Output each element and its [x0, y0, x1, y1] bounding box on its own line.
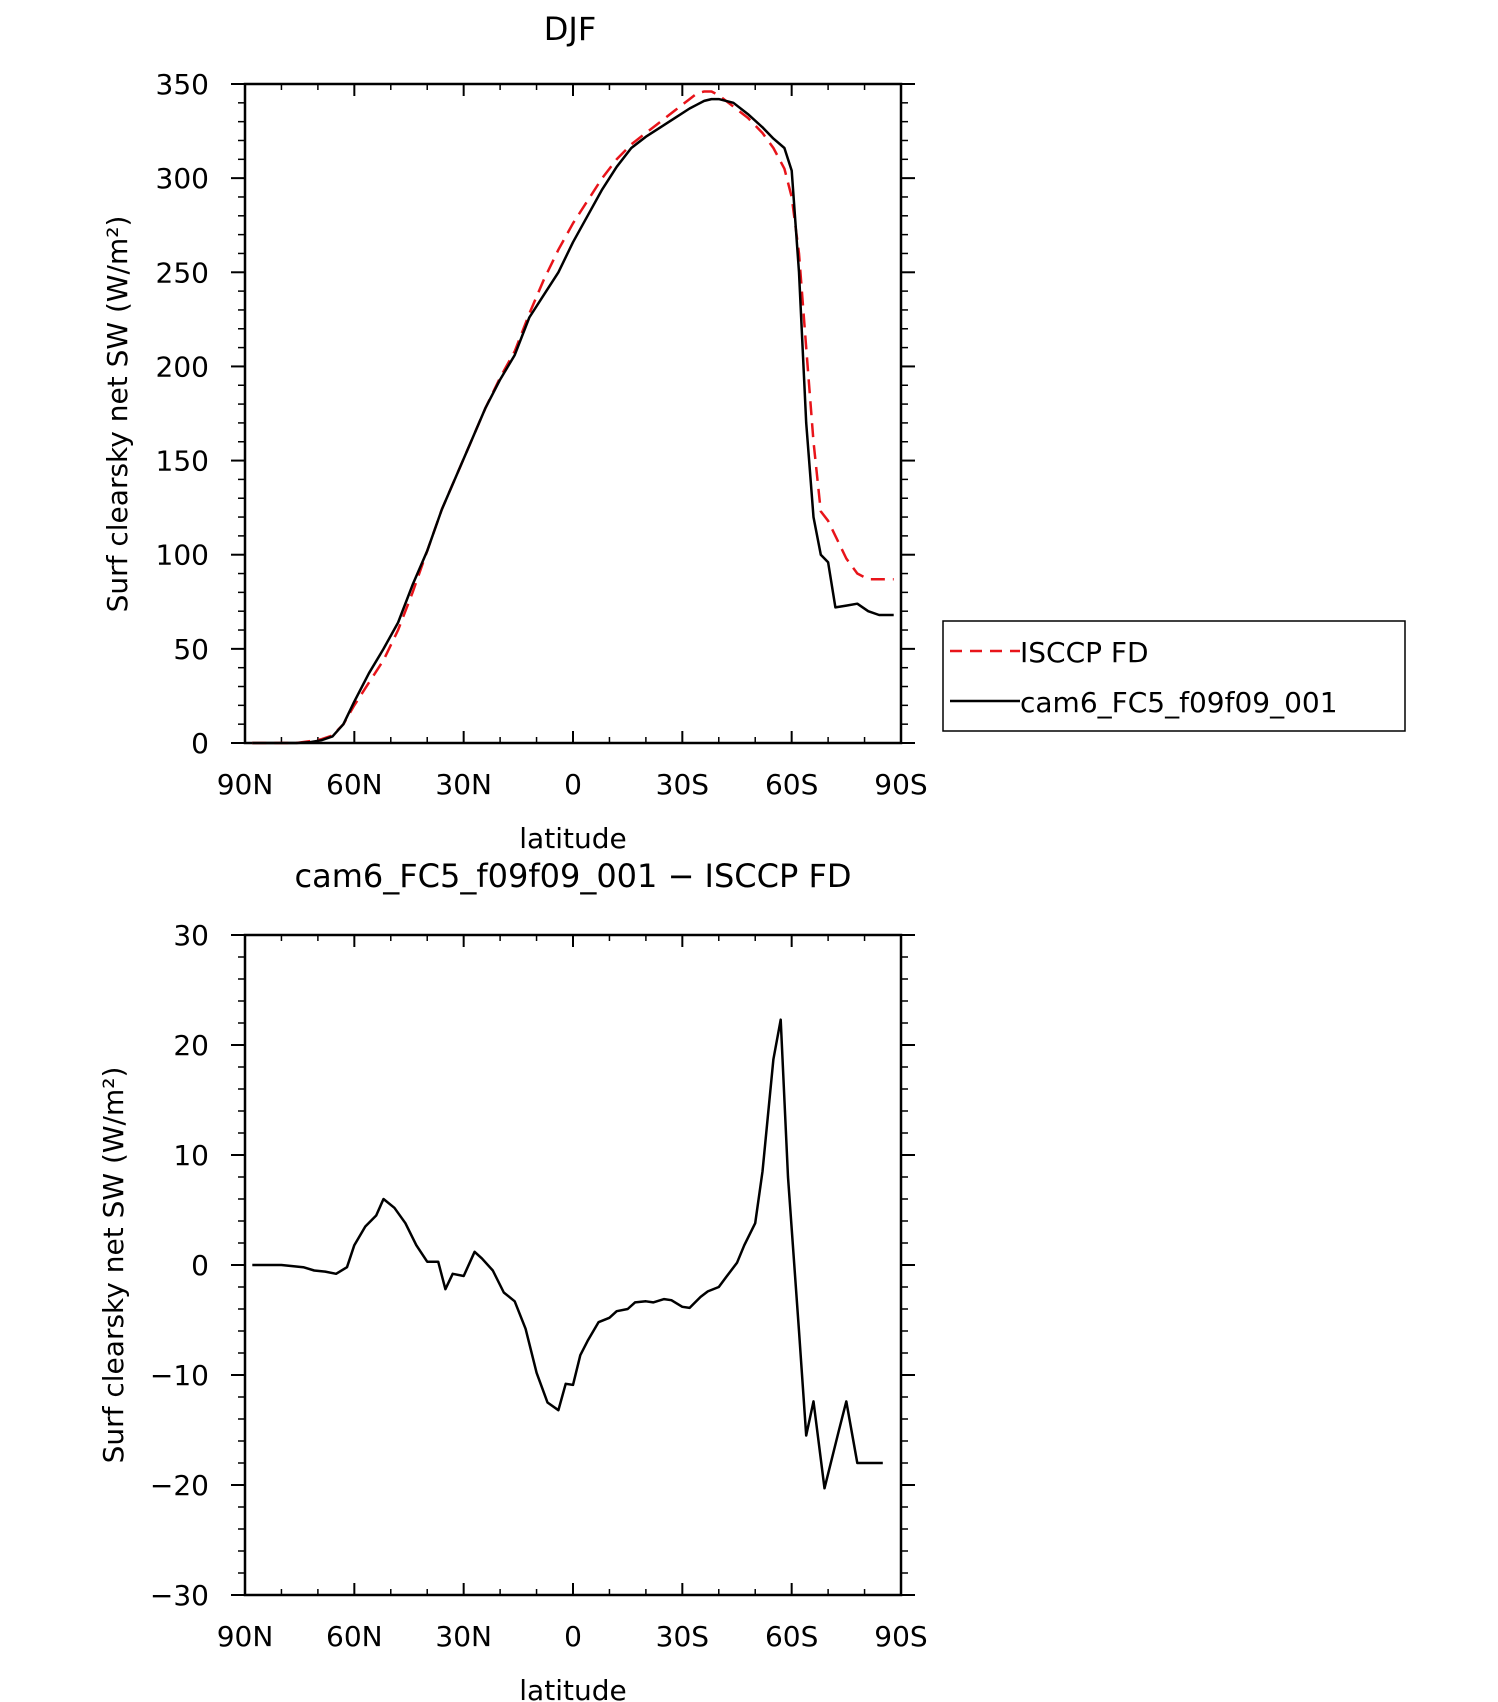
bottom-y-axis-label: Surf clearsky net SW (W/m²) — [97, 1067, 130, 1464]
y-tick-label: 0 — [191, 727, 209, 760]
x-tick-label: 30S — [656, 768, 709, 801]
series-line-difference — [252, 1018, 883, 1490]
y-tick-label: −20 — [150, 1469, 209, 1502]
bottom-x-tick-labels: 90N 60N 30N 0 30S 60S 90S — [217, 1620, 928, 1653]
x-tick-label: 30S — [656, 1620, 709, 1653]
x-tick-label: 60N — [326, 768, 383, 801]
bottom-chart-title: cam6_FC5_f09f09_001 − ISCCP FD — [295, 857, 852, 895]
legend-box — [942, 620, 1406, 732]
y-tick-label: 350 — [156, 68, 209, 101]
y-tick-label: 250 — [156, 256, 209, 289]
top-y-tick-labels: 0 50 100 150 200 250 300 350 — [156, 68, 209, 760]
y-tick-label: 20 — [173, 1029, 209, 1062]
x-tick-label: 90S — [874, 1620, 927, 1653]
y-tick-label: 50 — [173, 633, 209, 666]
x-tick-label: 90N — [217, 1620, 274, 1653]
top-x-axis-label: latitude — [519, 822, 626, 855]
bottom-axis-ticks — [231, 934, 915, 1596]
top-series-group — [252, 90, 894, 745]
series-line-isccp-fd — [252, 90, 894, 745]
bottom-x-axis-label: latitude — [519, 1674, 626, 1702]
top-chart-title: DJF — [544, 10, 596, 48]
x-tick-label: 30N — [435, 768, 492, 801]
y-tick-label: 200 — [156, 350, 209, 383]
legend: ISCCP FD cam6_FC5_f09f09_001 — [942, 620, 1406, 732]
x-tick-label: 90S — [874, 768, 927, 801]
x-tick-label: 60S — [765, 1620, 818, 1653]
y-tick-label: 10 — [173, 1139, 209, 1172]
y-tick-label: 100 — [156, 539, 209, 572]
y-tick-label: 150 — [156, 445, 209, 478]
y-tick-label: 300 — [156, 162, 209, 195]
y-tick-label: 30 — [173, 919, 209, 952]
panel-bottom: cam6_FC5_f09f09_001 − ISCCP FD 90N 60N 30N… — [97, 857, 928, 1702]
x-tick-label: 30N — [435, 1620, 492, 1653]
top-plot-frame — [243, 82, 903, 745]
panel-top: DJF 90N 60N 30N 0 30S 60S 90S 0 50 100 150 200 250 3… — [101, 10, 1406, 855]
x-tick-label: 0 — [564, 768, 582, 801]
top-axis-ticks — [231, 83, 915, 744]
x-tick-label: 90N — [217, 768, 274, 801]
series-line-cam6-fc5-f09f09-001 — [252, 97, 894, 745]
x-tick-label: 0 — [564, 1620, 582, 1653]
bottom-series-group — [252, 1018, 883, 1490]
top-x-tick-labels: 90N 60N 30N 0 30S 60S 90S — [217, 768, 928, 801]
x-tick-label: 60N — [326, 1620, 383, 1653]
bottom-y-tick-labels: −30 −20 −10 0 10 20 30 — [150, 919, 209, 1612]
x-tick-label: 60S — [765, 768, 818, 801]
y-tick-label: −10 — [150, 1359, 209, 1392]
y-tick-label: −30 — [150, 1579, 209, 1612]
y-tick-label: 0 — [191, 1249, 209, 1282]
legend-label-cam6: cam6_FC5_f09f09_001 — [1020, 686, 1338, 719]
bottom-plot-frame — [243, 933, 903, 1597]
top-y-axis-label: Surf clearsky net SW (W/m²) — [101, 216, 134, 613]
legend-label-isccp-fd: ISCCP FD — [1020, 636, 1149, 669]
